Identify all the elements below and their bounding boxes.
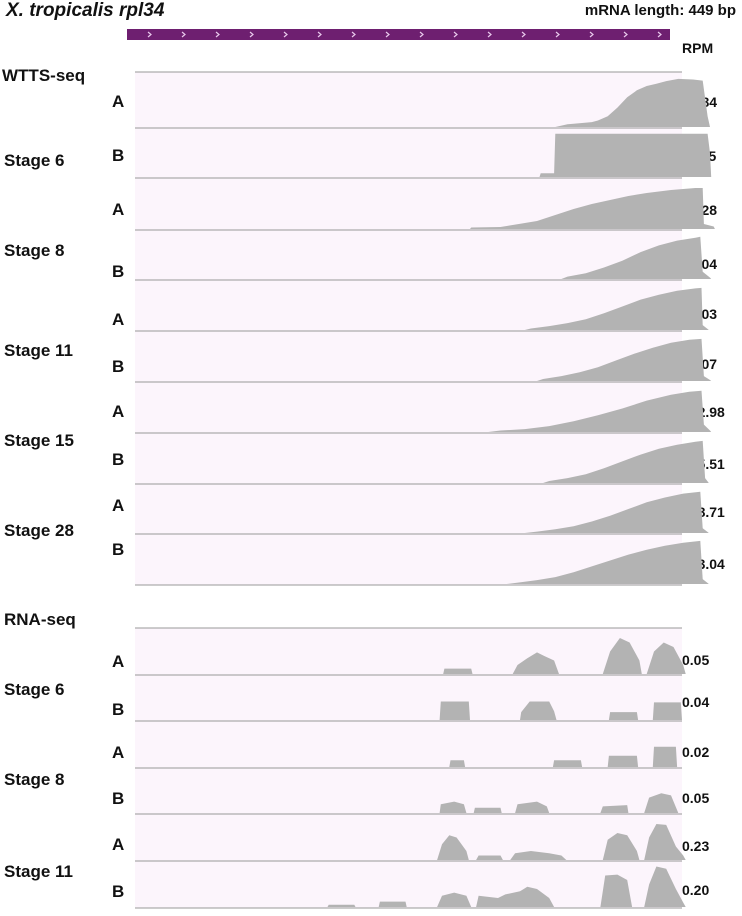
coverage-area bbox=[555, 78, 710, 127]
replicate-label: B bbox=[112, 450, 125, 469]
coverage-area bbox=[524, 491, 709, 533]
rpm-value: 0.02 bbox=[682, 744, 710, 760]
coverage-area bbox=[488, 390, 712, 432]
coverage-track bbox=[135, 381, 712, 433]
track-background bbox=[135, 721, 682, 768]
rpm-value: 0.23 bbox=[682, 838, 710, 854]
stage-label: Stage 11 bbox=[4, 862, 73, 881]
strand-arrow-icon bbox=[249, 31, 254, 38]
coverage-track bbox=[135, 767, 682, 814]
strand-arrow-icon bbox=[453, 31, 458, 38]
replicate-label: A bbox=[112, 310, 125, 329]
coverage-track bbox=[135, 330, 712, 382]
coverage-track bbox=[135, 674, 682, 721]
strand-arrow-icon bbox=[657, 31, 662, 38]
track-background bbox=[135, 72, 682, 128]
track-layer bbox=[135, 71, 715, 909]
coverage-area bbox=[470, 188, 715, 229]
strand-arrow-icon bbox=[521, 31, 526, 38]
coverage-area bbox=[537, 338, 712, 381]
replicate-label: A bbox=[112, 496, 125, 515]
coverage-area bbox=[561, 236, 712, 279]
strand-arrow-icon bbox=[317, 31, 322, 38]
rpm-value: 0.20 bbox=[682, 882, 710, 898]
strand-arrow-icon bbox=[215, 31, 220, 38]
stage-label: Stage 6 bbox=[4, 680, 65, 699]
strand-arrow-icon bbox=[385, 31, 390, 38]
strand-arrow-icon bbox=[487, 31, 492, 38]
strand-arrow-icon bbox=[589, 31, 594, 38]
replicate-label: A bbox=[112, 835, 125, 854]
coverage-area bbox=[539, 133, 712, 177]
coverage-track bbox=[135, 483, 709, 534]
coverage-track bbox=[135, 813, 686, 861]
replicate-label: B bbox=[112, 262, 125, 281]
strand-arrow-icon bbox=[351, 31, 356, 38]
coverage-track bbox=[135, 279, 709, 331]
gene-bar bbox=[127, 29, 670, 40]
coverage-track bbox=[135, 432, 709, 484]
stage-label: Stage 8 bbox=[4, 770, 65, 789]
coverage-track bbox=[135, 720, 682, 768]
coverage-track bbox=[135, 533, 709, 586]
replicate-label: B bbox=[112, 357, 125, 376]
replicate-label: A bbox=[112, 92, 125, 111]
coverage-area bbox=[449, 746, 678, 767]
stage-label: Stage 8 bbox=[4, 241, 65, 260]
coverage-track bbox=[135, 860, 686, 909]
track-background bbox=[135, 768, 682, 814]
replicate-label: B bbox=[112, 789, 125, 808]
coverage-track bbox=[135, 177, 715, 230]
track-background bbox=[135, 814, 682, 861]
rpm-value: 0.05 bbox=[682, 652, 710, 668]
page-title: X. tropicalis rpl34 bbox=[6, 0, 165, 21]
replicate-label: B bbox=[112, 540, 125, 559]
replicate-label: A bbox=[112, 200, 125, 219]
strand-arrow-icon bbox=[623, 31, 628, 38]
replicate-label: A bbox=[112, 402, 125, 421]
coverage-track bbox=[135, 71, 710, 128]
replicate-label: A bbox=[112, 743, 125, 762]
mrna-length-label: mRNA length: 449 bp bbox=[584, 2, 736, 19]
coverage-track bbox=[135, 229, 712, 280]
replicate-label: B bbox=[112, 700, 125, 719]
rpm-column-header: RPM bbox=[682, 40, 714, 56]
stage-label: Stage 15 bbox=[4, 431, 74, 450]
rpm-value: 0.04 bbox=[682, 694, 710, 710]
strand-arrow-icon bbox=[419, 31, 424, 38]
track-background bbox=[135, 861, 682, 908]
rpm-value: 0.05 bbox=[682, 790, 710, 806]
gene-model-bar bbox=[127, 29, 670, 40]
stage-label: Stage 28 bbox=[4, 521, 74, 540]
coverage-area bbox=[506, 540, 709, 584]
strand-arrow-icon bbox=[555, 31, 560, 38]
strand-arrow-icon bbox=[147, 31, 152, 38]
replicate-label: B bbox=[112, 882, 125, 901]
stage-label: Stage 6 bbox=[4, 151, 65, 170]
coverage-area bbox=[439, 793, 679, 813]
stage-label: Stage 11 bbox=[4, 341, 73, 360]
coverage-area bbox=[327, 866, 686, 907]
strand-arrow-icon bbox=[181, 31, 186, 38]
track-background bbox=[135, 675, 682, 721]
coverage-area bbox=[437, 824, 686, 860]
coverage-area bbox=[543, 440, 709, 483]
coverage-area bbox=[524, 287, 709, 330]
section-title-wtts-seq: WTTS-seq bbox=[2, 66, 86, 85]
replicate-label: A bbox=[112, 652, 125, 671]
coverage-area bbox=[439, 701, 682, 720]
coverage-track bbox=[135, 627, 686, 675]
section-title-rna-seq: RNA-seq bbox=[4, 610, 76, 629]
coverage-track bbox=[135, 127, 712, 178]
strand-arrow-icon bbox=[283, 31, 288, 38]
coverage-area bbox=[443, 638, 686, 674]
track-background bbox=[135, 628, 682, 675]
replicate-label: B bbox=[112, 146, 125, 165]
